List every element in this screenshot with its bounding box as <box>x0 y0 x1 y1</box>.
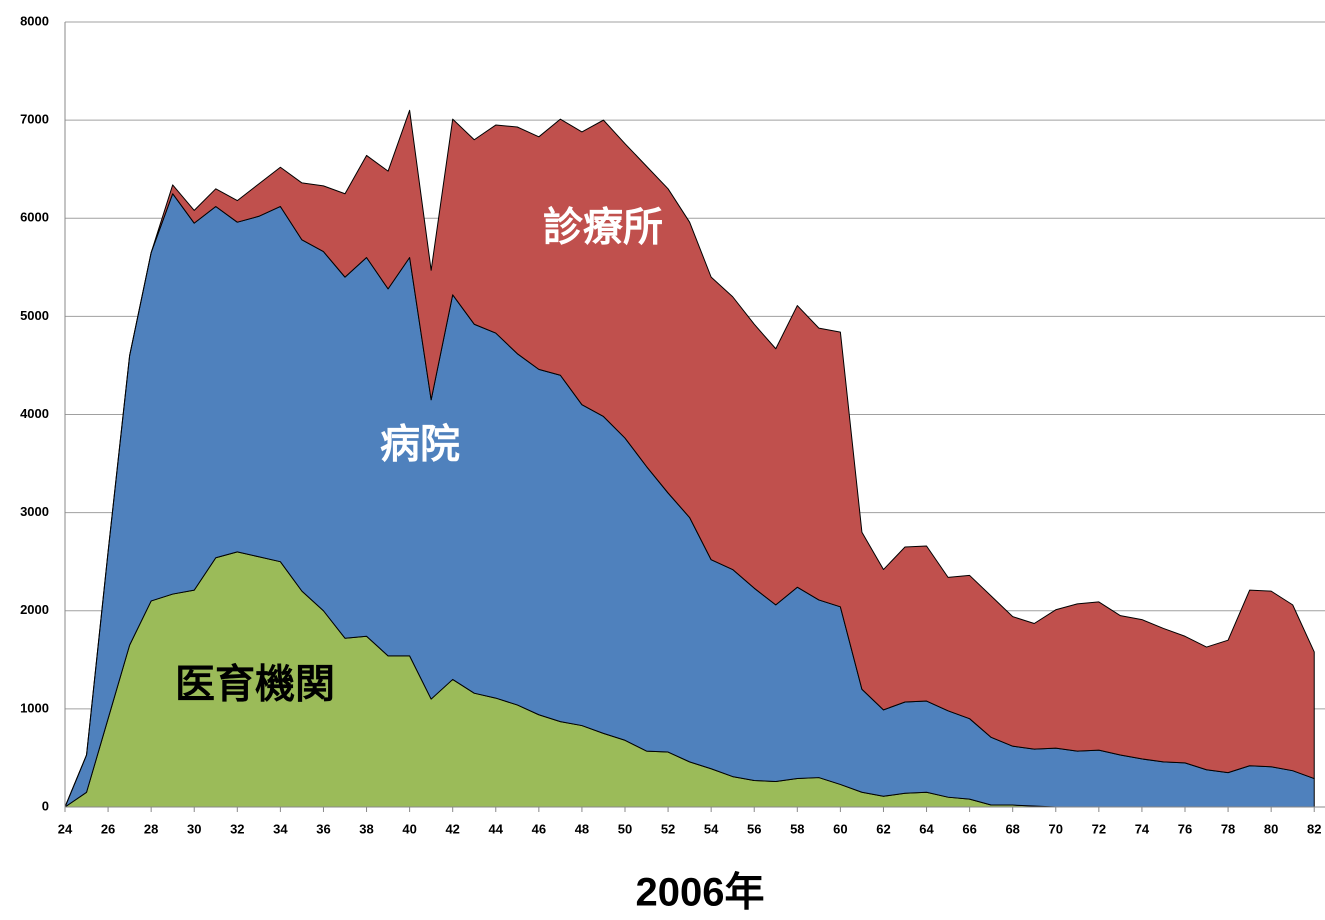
x-tick-label: 44 <box>489 821 504 836</box>
x-tick-label: 48 <box>575 821 589 836</box>
x-tick-label: 40 <box>402 821 416 836</box>
y-tick-label: 7000 <box>20 112 49 127</box>
y-tick-label: 8000 <box>20 13 49 28</box>
x-tick-label: 74 <box>1135 821 1150 836</box>
x-tick-label: 70 <box>1049 821 1063 836</box>
y-tick-label: 4000 <box>20 406 49 421</box>
y-tick-label: 1000 <box>20 700 49 715</box>
x-tick-label: 30 <box>187 821 201 836</box>
series-label: 病院 <box>380 423 460 467</box>
x-tick-label: 32 <box>230 821 244 836</box>
x-tick-label: 50 <box>618 821 632 836</box>
x-tick-label: 62 <box>876 821 890 836</box>
x-tick-label: 76 <box>1178 821 1192 836</box>
x-tick-label: 66 <box>962 821 976 836</box>
series-label: 診療所 <box>543 206 663 250</box>
x-tick-label: 38 <box>359 821 373 836</box>
series-label: 医育機関 <box>175 663 335 707</box>
y-tick-label: 3000 <box>20 504 49 519</box>
x-tick-label: 60 <box>833 821 847 836</box>
x-tick-label: 54 <box>704 821 719 836</box>
x-axis-title: 2006年 <box>636 871 765 915</box>
x-tick-label: 24 <box>58 821 73 836</box>
x-tick-label: 68 <box>1005 821 1019 836</box>
x-tick-label: 80 <box>1264 821 1278 836</box>
x-tick-label: 36 <box>316 821 330 836</box>
x-tick-label: 52 <box>661 821 675 836</box>
x-tick-label: 64 <box>919 821 934 836</box>
y-tick-label: 6000 <box>20 210 49 225</box>
area <box>64 109 1315 808</box>
x-tick-label: 58 <box>790 821 804 836</box>
y-tick-label: 2000 <box>20 602 49 617</box>
x-tick-label: 28 <box>144 821 158 836</box>
x-tick-label: 78 <box>1221 821 1235 836</box>
y-tick-label: 0 <box>42 798 49 813</box>
x-tick-label: 46 <box>532 821 546 836</box>
x-tick-label: 56 <box>747 821 761 836</box>
x-tick-label: 26 <box>101 821 115 836</box>
y-tick-label: 5000 <box>20 308 49 323</box>
x-tick-label: 82 <box>1307 821 1321 836</box>
x-tick-label: 72 <box>1092 821 1106 836</box>
x-tick-label: 34 <box>273 821 288 836</box>
x-tick-label: 42 <box>445 821 459 836</box>
